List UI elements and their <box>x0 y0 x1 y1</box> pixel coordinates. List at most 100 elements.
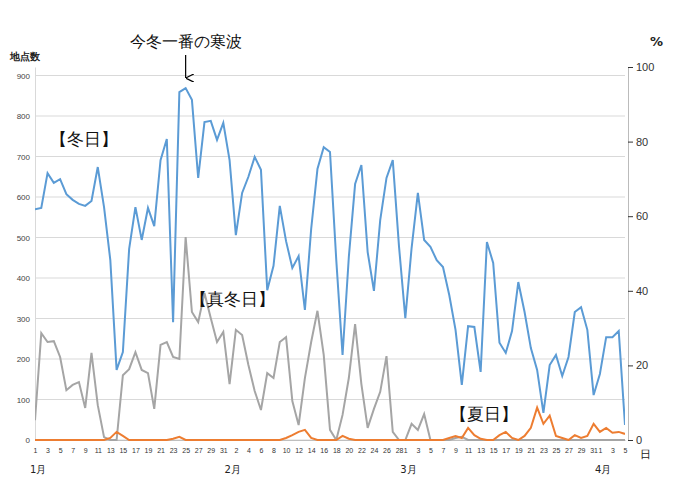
x-tick-label: 31 <box>220 447 228 454</box>
x-tick-label: 13 <box>107 447 115 454</box>
x-tick-label: 8 <box>272 447 276 454</box>
x-tick-label: 2 <box>234 447 238 454</box>
x-tick-label: 5 <box>624 447 628 454</box>
series-label: 【冬日】 <box>50 129 118 149</box>
x-tick: 7 <box>71 440 75 454</box>
plot-area <box>35 88 625 440</box>
x-tick-label: 1 <box>34 447 38 454</box>
x-tick-label: 4 <box>247 447 251 454</box>
x-tick-label: 15 <box>119 447 127 454</box>
grid-line <box>35 237 625 238</box>
y-tick-label: 200 <box>17 355 31 364</box>
x-tick: 24 <box>371 440 379 454</box>
x-tick-label: 15 <box>490 447 498 454</box>
y2-tick-label: 40 <box>636 285 648 297</box>
y-tick: 200 <box>17 355 35 364</box>
x-tick: 21 <box>157 440 165 454</box>
x-tick-label: 21 <box>157 447 165 454</box>
x-tick-label: 19 <box>515 447 523 454</box>
x-tick: 2 <box>234 440 238 454</box>
y-tick-label: 300 <box>17 315 31 324</box>
x-tick: 9 <box>84 440 88 454</box>
y2-tick-label: 100 <box>636 61 654 73</box>
y2-tick: 40 <box>628 285 648 297</box>
x-tick: 12 <box>295 440 303 454</box>
x-tick: 22 <box>358 440 366 454</box>
y-tick: 300 <box>17 315 35 324</box>
y-tick-label: 900 <box>17 72 31 81</box>
series-label: 【夏日】 <box>450 404 518 424</box>
grid-line <box>35 318 625 319</box>
x-tick-label: 16 <box>320 447 328 454</box>
x-tick-label: 6 <box>260 447 264 454</box>
x-tick: 10 <box>283 440 291 454</box>
x-tick: 17 <box>502 440 510 454</box>
series-line <box>35 408 625 440</box>
y2-tick: 100 <box>628 61 654 73</box>
x-tick-label: 3 <box>611 447 615 454</box>
x-tick: 13 <box>107 440 115 454</box>
x-tick: 1 <box>598 440 602 454</box>
x-tick-label: 18 <box>333 447 341 454</box>
x-tick-label: 1 <box>598 447 602 454</box>
x-tick-label: 20 <box>345 447 353 454</box>
x-tick: 28 <box>396 440 404 454</box>
y2-tick: 60 <box>628 210 648 222</box>
y2-axis: 020406080100 <box>628 61 654 446</box>
y-tick: 900 <box>17 72 35 81</box>
grid <box>35 76 625 440</box>
x-tick: 6 <box>260 440 264 454</box>
grid-line <box>35 399 625 400</box>
x-tick-label: 26 <box>383 447 391 454</box>
chart: 0100200300400500600700800900020406080100… <box>0 0 677 483</box>
x-tick: 19 <box>515 440 523 454</box>
y2-tick-mark <box>628 291 633 292</box>
x-tick: 9 <box>454 440 458 454</box>
x-tick-label: 19 <box>145 447 153 454</box>
month-label: 2月 <box>225 464 241 475</box>
x-tick: 19 <box>145 440 153 454</box>
y2-tick: 80 <box>628 136 648 148</box>
x-tick: 27 <box>195 440 203 454</box>
y-tick-label: 400 <box>17 274 31 283</box>
y-tick-label: 700 <box>17 153 31 162</box>
x-tick: 23 <box>540 440 548 454</box>
x-tick: 31 <box>220 440 228 454</box>
x-tick-label: 22 <box>358 447 366 454</box>
x-tick: 11 <box>465 440 472 454</box>
month-label: 3月 <box>400 464 416 475</box>
x-tick: 29 <box>207 440 215 454</box>
x-tick: 27 <box>565 440 573 454</box>
x-tick: 3 <box>416 440 420 454</box>
grid-line <box>35 197 625 198</box>
x-tick: 5 <box>59 440 63 454</box>
y2-tick-mark <box>628 440 633 441</box>
x-tick: 20 <box>345 440 353 454</box>
series-line <box>35 237 625 440</box>
x-tick: 29 <box>578 440 586 454</box>
x-tick-label: 11 <box>95 447 102 454</box>
x-tick: 3 <box>611 440 615 454</box>
x-tick-label: 23 <box>170 447 178 454</box>
x-tick-label: 9 <box>454 447 458 454</box>
x-tick: 8 <box>272 440 276 454</box>
x-tick-label: 17 <box>132 447 140 454</box>
x-tick: 18 <box>333 440 341 454</box>
y-tick-label: 600 <box>17 193 31 202</box>
x-tick-label: 25 <box>553 447 561 454</box>
x-tick-label: 10 <box>283 447 291 454</box>
x-tick-label: 7 <box>442 447 446 454</box>
x-tick: 14 <box>308 440 316 454</box>
y-tick-label: 0 <box>26 436 31 445</box>
x-tick: 31 <box>590 440 598 454</box>
y-tick-label: 800 <box>17 112 31 121</box>
y2-tick-label: 20 <box>636 359 648 371</box>
x-tick: 25 <box>553 440 561 454</box>
x-tick-label: 27 <box>565 447 573 454</box>
x-tick-label: 5 <box>59 447 63 454</box>
annotation: 今冬一番の寒波 <box>130 32 242 51</box>
x-tick-label: 25 <box>182 447 190 454</box>
y-tick: 100 <box>17 396 35 405</box>
y2-tick-mark <box>628 365 633 366</box>
y-tick: 800 <box>17 112 35 121</box>
